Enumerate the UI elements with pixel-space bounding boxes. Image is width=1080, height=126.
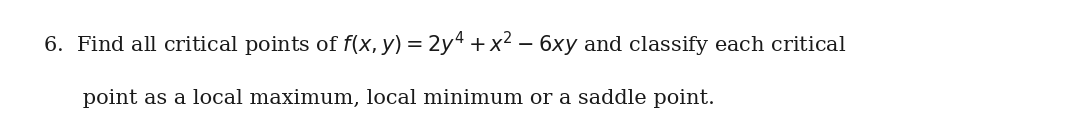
Text: 6.  Find all critical points of $f(x, y) = 2y^4 + x^2 - 6xy$ and classify each c: 6. Find all critical points of $f(x, y) … — [43, 29, 847, 59]
Text: point as a local maximum, local minimum or a saddle point.: point as a local maximum, local minimum … — [43, 89, 715, 108]
